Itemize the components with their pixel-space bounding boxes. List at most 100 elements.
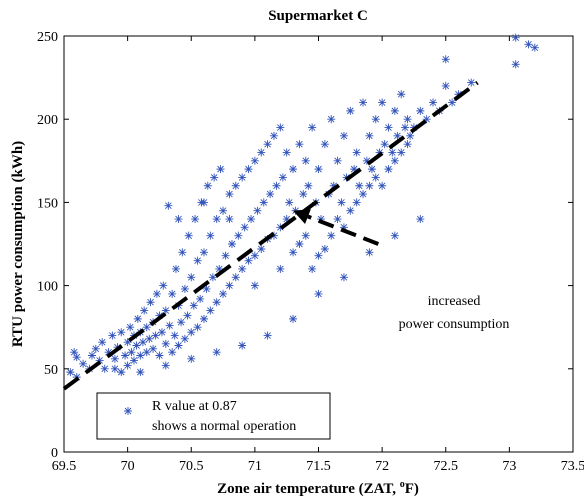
data-point <box>126 323 135 332</box>
data-point <box>132 341 141 350</box>
data-point <box>327 231 336 240</box>
data-point <box>219 206 228 215</box>
data-point <box>177 318 186 327</box>
data-point <box>72 353 81 362</box>
data-point <box>180 284 189 293</box>
data-point <box>365 181 374 190</box>
data-point <box>530 43 539 52</box>
data-point <box>210 173 219 182</box>
data-point <box>87 351 96 360</box>
data-point <box>127 348 136 357</box>
data-point <box>171 264 180 273</box>
data-point <box>168 289 177 298</box>
data-point <box>117 328 126 337</box>
data-point <box>66 368 75 377</box>
data-point <box>208 273 217 282</box>
data-point <box>299 190 308 199</box>
data-point <box>227 240 236 248</box>
data-point <box>187 328 196 337</box>
data-point <box>359 98 368 107</box>
x-tick-label: 69.5 <box>52 459 77 474</box>
data-point <box>221 251 230 260</box>
data-point <box>161 306 170 315</box>
data-point <box>231 181 240 190</box>
data-point <box>250 281 259 290</box>
data-point <box>441 81 450 90</box>
data-point <box>314 165 323 174</box>
data-point <box>511 33 520 42</box>
data-point <box>269 131 278 140</box>
data-point <box>289 165 298 174</box>
data-point <box>422 115 431 124</box>
axis-ticks: 69.5 70 70.5 71 71.5 72 72.5 73 73.5 0 50 100 150 200… <box>37 30 584 474</box>
x-tick-label: 72 <box>375 459 389 474</box>
data-point <box>314 289 323 298</box>
data-point <box>333 215 342 224</box>
data-point <box>136 351 145 360</box>
data-point <box>367 165 376 174</box>
data-point <box>155 311 164 320</box>
data-point <box>289 248 298 257</box>
data-point <box>164 201 173 210</box>
data-point <box>146 298 155 307</box>
data-point <box>304 181 313 190</box>
data-point <box>278 173 287 182</box>
data-point <box>238 264 247 273</box>
data-point <box>231 273 240 282</box>
legend-line-2: shows a normal operation <box>152 419 296 434</box>
data-point <box>244 165 253 174</box>
data-point <box>136 368 145 377</box>
data-point <box>397 148 406 157</box>
annotation-line-1: increased <box>428 294 481 309</box>
data-point <box>104 348 113 357</box>
data-point <box>98 338 107 347</box>
data-point <box>157 328 166 337</box>
data-point <box>371 173 380 182</box>
data-point <box>352 148 361 157</box>
data-point <box>317 215 326 224</box>
data-point <box>289 314 298 323</box>
data-point <box>212 348 221 357</box>
data-point <box>371 115 380 124</box>
data-point <box>206 231 215 240</box>
data-point <box>244 256 253 265</box>
data-point <box>183 311 192 320</box>
data-point <box>165 321 174 330</box>
legend-line-1: R value at 0.87 <box>152 399 237 414</box>
data-point <box>155 351 164 360</box>
x-axis-label: Zone air temperature (ZAT, oF) <box>217 479 419 497</box>
data-point <box>295 140 304 149</box>
data-point <box>180 334 189 343</box>
data-point <box>184 231 193 240</box>
data-point <box>320 244 329 253</box>
data-point <box>416 106 425 115</box>
data-point <box>70 348 79 357</box>
data-point <box>199 314 208 323</box>
data-point <box>272 181 281 190</box>
x-axis-label-main: Zone air temperature (ZAT, <box>217 481 400 497</box>
chart-title: Supermarket C <box>268 8 368 24</box>
data-point <box>108 331 117 340</box>
data-point <box>308 264 317 273</box>
data-point <box>91 344 100 353</box>
x-tick-label: 71 <box>248 459 262 474</box>
data-point <box>359 190 368 199</box>
data-point <box>149 344 158 353</box>
data-point <box>161 361 170 370</box>
annotation-line-2: power consumption <box>399 317 510 332</box>
data-point <box>263 140 272 149</box>
data-point <box>263 331 272 340</box>
data-point <box>170 331 179 340</box>
data-point <box>365 131 374 140</box>
data-point <box>174 341 183 350</box>
data-point <box>238 341 247 350</box>
data-point <box>110 354 119 363</box>
data-point <box>178 248 187 257</box>
y-tick-label: 250 <box>37 30 58 45</box>
data-point <box>259 198 268 207</box>
y-tick-label: 0 <box>51 446 58 461</box>
data-point <box>339 131 348 140</box>
plot-area <box>63 35 574 453</box>
data-point <box>295 240 304 248</box>
